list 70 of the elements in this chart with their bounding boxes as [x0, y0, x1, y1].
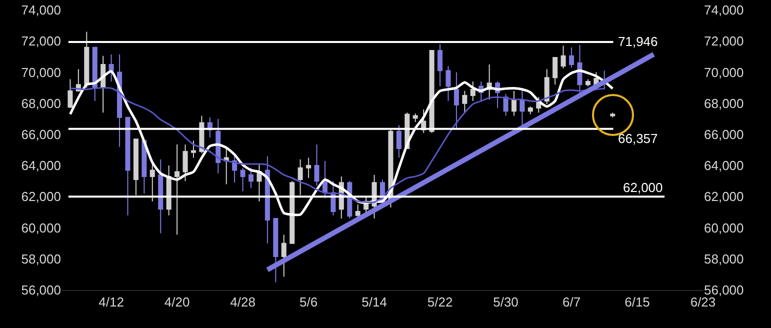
y-tick-label: 62,000: [21, 189, 61, 204]
candlestick: [281, 234, 286, 278]
y-tick-label: 56,000: [21, 282, 61, 298]
x-tick-label: 6/7: [562, 294, 581, 310]
x-tick-label: 4/20: [164, 294, 190, 310]
candlestick: [68, 78, 73, 108]
candlestick: [158, 158, 164, 234]
candlestick: [569, 46, 574, 68]
ref-line-label: 71,946: [618, 34, 658, 49]
y-tick-label: 68,000: [21, 96, 61, 111]
candlestick: [108, 54, 114, 82]
y2-tick-label: 66,000: [704, 126, 744, 142]
candlestick: [240, 167, 246, 192]
x-tick-label: 5/22: [427, 294, 453, 310]
candlestick: [125, 116, 130, 216]
x-tick-label: 6/15: [624, 294, 650, 310]
y-tick-label: 74,000: [21, 2, 61, 18]
y2-tick-label: 64,000: [704, 158, 744, 174]
y2-tick-label: 68,000: [704, 96, 744, 111]
x-tick-label: 5/30: [493, 294, 518, 310]
candlestick: [511, 90, 516, 116]
ref-line-label: 66,357: [618, 131, 658, 146]
candlestick: [182, 144, 188, 182]
candlestick: [290, 180, 295, 244]
x-tick-label: 4/12: [98, 294, 124, 310]
y-tick-label: 60,000: [21, 220, 61, 236]
candlestick: [560, 45, 566, 69]
candlestick: [446, 66, 451, 102]
x-tick-label: 5/6: [300, 294, 318, 310]
candlestick: [232, 154, 238, 184]
y2-tick-label: 60,000: [704, 220, 744, 236]
y2-tick-label: 58,000: [704, 251, 744, 266]
y2-tick-label: 70,000: [704, 64, 744, 80]
candlestick: [470, 81, 476, 102]
y2-tick-label: 72,000: [704, 34, 744, 49]
candlestick: [610, 112, 616, 118]
ref-line-label: 62,000: [623, 180, 663, 195]
candlestick: [355, 204, 360, 218]
candlestick: [256, 164, 262, 202]
y-tick-label: 64,000: [21, 158, 61, 174]
candlestick: [454, 72, 459, 130]
candlestick: [544, 68, 550, 105]
candlestick: [298, 158, 303, 196]
candlestick: [322, 160, 328, 199]
candlestick: [585, 78, 590, 87]
candlestick: [396, 124, 402, 158]
candlestick: [190, 140, 196, 158]
candlestick: [462, 90, 468, 114]
candlestick: [84, 31, 90, 88]
candlestick: [224, 148, 229, 185]
y2-tick-label: 74,000: [704, 2, 744, 18]
candlestick: [248, 167, 254, 189]
candlestick: [314, 144, 320, 186]
candlestick: [133, 138, 138, 196]
y2-tick-label: 62,000: [704, 189, 744, 204]
candlestick: [92, 46, 98, 102]
candlestick: [306, 157, 312, 178]
x-tick-label: 5/14: [362, 294, 387, 310]
candlestick: [552, 56, 558, 86]
candlestick: [438, 44, 443, 87]
y-tick-label: 58,000: [21, 251, 61, 266]
y-tick-label: 72,000: [21, 34, 61, 49]
candlestick: [429, 50, 434, 134]
y-tick-label: 70,000: [21, 64, 61, 80]
y-tick-label: 66,000: [21, 126, 61, 142]
candlestick: [528, 106, 533, 115]
x-tick-label: 4/28: [230, 294, 256, 310]
candlestick: [503, 94, 508, 116]
candlestick: [174, 144, 180, 236]
candlestick: [412, 112, 418, 122]
